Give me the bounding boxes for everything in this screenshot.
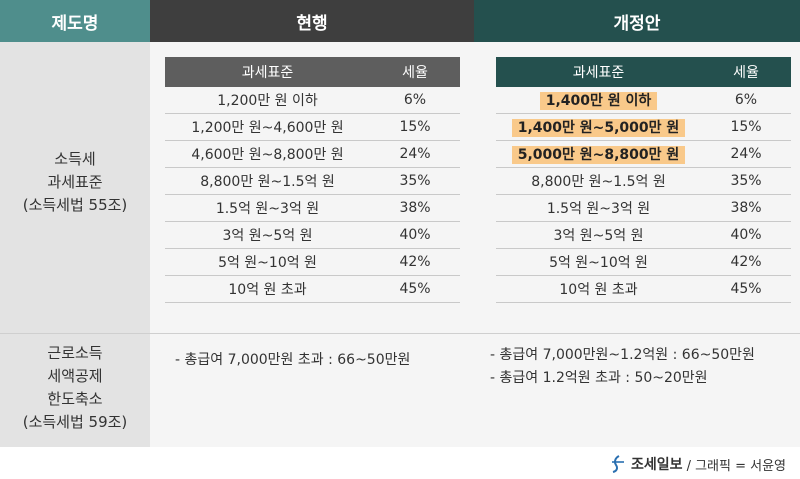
bracket-text: 1.5억 원~3억 원	[546, 201, 651, 217]
table-row: 1,200만 원~4,600만 원 15%	[165, 114, 460, 141]
bracket-cell: 3억 원~5억 원	[496, 225, 701, 245]
table-row: 3억 원~5억 원 40%	[496, 222, 791, 249]
rate-cell: 15%	[730, 119, 762, 135]
brand-credit: 조세일보 / 그래픽 = 서윤영	[610, 454, 786, 474]
table-row: 5억 원~10억 원 42%	[496, 249, 791, 276]
income-tax-label-line: 과세표준	[47, 173, 103, 191]
rate-cell: 38%	[399, 200, 431, 216]
rate-cell: 45%	[730, 281, 762, 297]
wage-credit-label-line: (소득세법 59조)	[22, 413, 128, 431]
header-system-name: 제도명	[0, 0, 150, 42]
bracket-cell: 1.5억 원~3억 원	[165, 198, 370, 218]
rate-cell: 6%	[734, 92, 758, 108]
wage-credit-label-line: 한도축소	[47, 390, 103, 408]
rate-cell: 42%	[399, 254, 431, 270]
bracket-cell: 1.5억 원~3억 원	[496, 198, 701, 218]
wage-credit-label-line: 근로소득	[47, 344, 103, 362]
note-line: - 총급여 7,000만원 초과 : 66~50만원	[175, 352, 411, 368]
header-proposed: 개정안	[474, 0, 800, 42]
bracket-cell: 5억 원~10억 원	[165, 252, 370, 272]
rate-cell: 35%	[730, 173, 762, 189]
bracket-text: 10억 원 초과	[559, 282, 638, 298]
header-current: 현행	[150, 0, 474, 42]
rate-cell: 6%	[403, 92, 427, 108]
head-bracket: 과세표준	[572, 65, 625, 81]
bracket-cell: 3억 원~5억 원	[165, 225, 370, 245]
rate-cell: 42%	[730, 254, 762, 270]
current-credit-notes: - 총급여 7,000만원 초과 : 66~50만원	[175, 349, 410, 372]
table-row: 5,000만 원~8,800만 원 24%	[496, 141, 791, 168]
table-row: 8,800만 원~1.5억 원 35%	[165, 168, 460, 195]
bracket-cell: 5,000만 원~8,800만 원	[496, 144, 701, 164]
income-tax-label-line: 소득세	[54, 150, 96, 168]
bracket-text: 5억 원~10억 원	[549, 255, 648, 271]
rate-cell: 15%	[399, 119, 431, 135]
bracket-cell: 1,200만 원~4,600만 원	[165, 117, 370, 137]
table-row: 1,200만 원 이하 6%	[165, 87, 460, 114]
table-row: 8,800만 원~1.5억 원 35%	[496, 168, 791, 195]
bracket-text: 1,200만 원~4,600만 원	[191, 120, 344, 136]
rate-cell: 40%	[399, 227, 431, 243]
head-rate: 세율	[733, 65, 759, 81]
current-column	[150, 42, 474, 447]
bracket-cell: 8,800만 원~1.5억 원	[165, 171, 370, 191]
bracket-text: 1,400만 원~5,000만 원	[511, 119, 686, 137]
head-rate: 세율	[402, 65, 428, 81]
bracket-text: 1,400만 원 이하	[539, 92, 658, 110]
bracket-text: 4,600만 원~8,800만 원	[191, 147, 344, 163]
bracket-cell: 1,400만 원~5,000만 원	[496, 117, 701, 137]
bracket-cell: 1,400만 원 이하	[496, 90, 701, 110]
row-divider	[0, 333, 800, 334]
note-line: - 총급여 7,000만원~1.2억원 : 66~50만원	[490, 347, 755, 363]
bracket-text: 8,800만 원~1.5억 원	[200, 174, 335, 190]
bracket-text: 1.5억 원~3억 원	[215, 201, 320, 217]
bracket-cell: 1,200만 원 이하	[165, 90, 370, 110]
bracket-cell: 10억 원 초과	[165, 279, 370, 299]
rate-cell: 35%	[399, 173, 431, 189]
table-row: 1,400만 원~5,000만 원 15%	[496, 114, 791, 141]
bracket-text: 3억 원~5억 원	[553, 228, 644, 244]
current-table-head: 과세표준 세율	[165, 57, 460, 87]
joseilbo-logo-icon	[612, 455, 625, 473]
rate-cell: 38%	[730, 200, 762, 216]
bracket-text: 5억 원~10억 원	[218, 255, 317, 271]
rate-cell: 40%	[730, 227, 762, 243]
label-column	[0, 42, 150, 447]
rate-cell: 45%	[399, 281, 431, 297]
proposed-tax-table: 과세표준 세율 1,400만 원 이하 6% 1,400만 원~5,000만 원 15…	[496, 57, 791, 303]
bracket-cell: 5억 원~10억 원	[496, 252, 701, 272]
table-row: 1.5억 원~3억 원 38%	[496, 195, 791, 222]
footer: 조세일보 / 그래픽 = 서윤영	[0, 447, 800, 479]
table-row: 1.5억 원~3억 원 38%	[165, 195, 460, 222]
wage-credit-label-line: 세액공제	[47, 367, 103, 385]
table-row: 1,400만 원 이하 6%	[496, 87, 791, 114]
graphic-credit: / 그래픽 = 서윤영	[686, 458, 786, 474]
table-row: 10억 원 초과 45%	[165, 276, 460, 303]
bracket-cell: 4,600만 원~8,800만 원	[165, 144, 370, 164]
rate-cell: 24%	[399, 146, 431, 162]
table-row: 4,600만 원~8,800만 원 24%	[165, 141, 460, 168]
current-tax-table: 과세표준 세율 1,200만 원 이하 6% 1,200만 원~4,600만 원 15…	[165, 57, 460, 303]
bracket-cell: 10억 원 초과	[496, 279, 701, 299]
bracket-text: 3억 원~5억 원	[222, 228, 313, 244]
income-tax-label: 소득세 과세표준 (소득세법 55조)	[0, 148, 150, 217]
bracket-text: 5,000만 원~8,800만 원	[511, 146, 686, 164]
wage-credit-label: 근로소득 세액공제 한도축소 (소득세법 59조)	[0, 342, 150, 434]
table-row: 10억 원 초과 45%	[496, 276, 791, 303]
note-line: - 총급여 1.2억원 초과 : 50~20만원	[490, 370, 708, 386]
table-row: 3억 원~5억 원 40%	[165, 222, 460, 249]
bracket-text: 1,200만 원 이하	[217, 93, 318, 109]
rate-cell: 24%	[730, 146, 762, 162]
bracket-text: 8,800만 원~1.5억 원	[531, 174, 666, 190]
brand-name: 조세일보	[631, 457, 683, 473]
table-header: 제도명 현행 개정안	[0, 0, 800, 42]
proposed-credit-notes: - 총급여 7,000만원~1.2억원 : 66~50만원 - 총급여 1.2억…	[490, 344, 755, 390]
bracket-text: 10억 원 초과	[228, 282, 307, 298]
proposed-table-head: 과세표준 세율	[496, 57, 791, 87]
bracket-cell: 8,800만 원~1.5억 원	[496, 171, 701, 191]
table-row: 5억 원~10억 원 42%	[165, 249, 460, 276]
income-tax-label-line: (소득세법 55조)	[22, 196, 128, 214]
head-bracket: 과세표준	[241, 65, 294, 81]
